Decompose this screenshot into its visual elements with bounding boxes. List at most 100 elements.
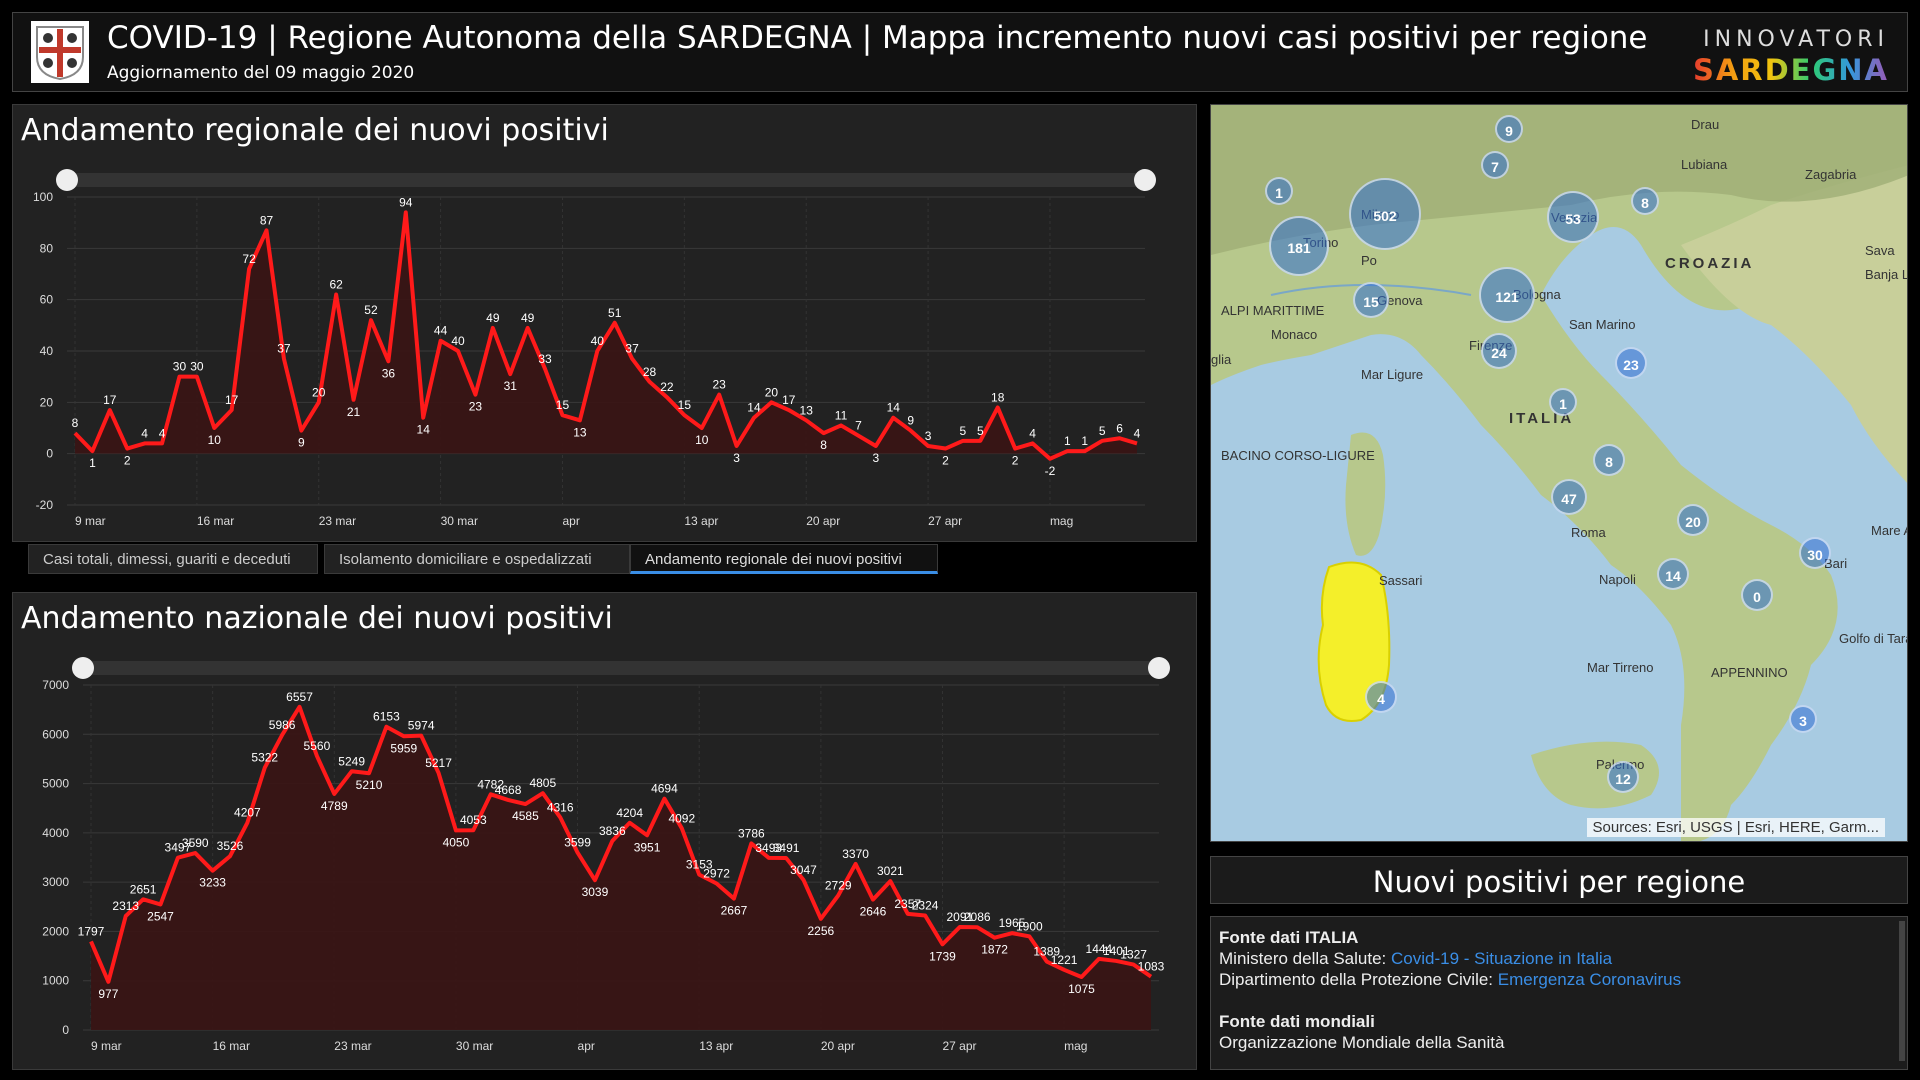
map-label: Mar Tirreno [1587,660,1654,675]
tab-andamento-regionale[interactable]: Andamento regionale dei nuovi positivi [630,544,938,574]
map-label: Drau [1691,117,1720,132]
map-label: Roma [1571,525,1606,540]
world-source-heading: Fonte dati mondiali [1219,1012,1375,1031]
national-x-tick-label: mag [1064,1039,1087,1053]
region-cluster-marker[interactable]: 15 [1353,282,1389,318]
national-data-label: 4789 [321,799,348,813]
region-cluster-marker[interactable]: 23 [1615,347,1647,379]
national-x-tick-label: 27 apr [942,1039,976,1053]
national-data-label: 2646 [860,905,887,919]
regional-data-label: 3 [873,451,880,465]
region-cluster-marker[interactable]: 7 [1481,151,1509,179]
civil-protection-label: Dipartimento della Protezione Civile: [1219,970,1494,989]
sardinia-coat-of-arms-logo [31,21,89,83]
region-cluster-marker[interactable]: 14 [1657,558,1689,590]
national-data-label: 3491 [773,841,800,855]
civil-protection-link[interactable]: Emergenza Coronavirus [1497,970,1682,989]
national-chart-title: Andamento nazionale dei nuovi positivi [21,601,613,636]
map-attribution[interactable]: Sources: Esri, USGS | Esri, HERE, Garm..… [1586,818,1885,837]
national-data-label: 4316 [547,800,574,814]
national-slider-handle-right[interactable] [1148,657,1170,679]
regional-data-label: 4 [141,426,148,440]
national-data-label: 3493 [755,841,782,855]
national-y-tick-label: 6000 [42,727,69,741]
regional-x-tick-label: 30 mar [441,514,478,528]
national-data-label: 1872 [981,943,1008,957]
regional-range-slider[interactable] [67,173,1145,187]
regional-data-label: -2 [1045,464,1056,478]
regional-data-label: 10 [208,433,222,447]
map-label: Po [1361,253,1377,268]
regional-x-tick-label: 9 mar [75,514,106,528]
regional-slider-handle-right[interactable] [1134,169,1156,191]
ministry-link[interactable]: Covid-19 - Situazione in Italia [1391,949,1613,968]
national-data-label: 3786 [738,826,765,840]
regional-x-tick-label: apr [562,514,579,528]
regional-data-label: 51 [608,306,622,320]
region-cluster-marker[interactable]: 47 [1551,479,1587,515]
regional-y-tick-label: 20 [40,395,54,409]
header-bar: COVID-19 | Regione Autonoma della SARDEG… [12,12,1908,92]
national-y-tick-label: 5000 [42,777,69,791]
regional-data-label: 28 [643,365,657,379]
national-data-label: 4782 [477,777,504,791]
italy-map[interactable]: DrauLubianaZagabriaMilanoTorinoPoVenezia… [1210,104,1908,842]
region-cluster-marker[interactable]: 0 [1741,579,1773,611]
national-data-label: 2091 [947,910,974,924]
corsica [1345,432,1386,556]
regional-data-label: 8 [72,416,79,430]
map-label: APPENNINO [1711,665,1788,680]
regional-data-label: 14 [747,401,761,415]
regional-data-label: 13 [573,425,587,439]
national-slider-handle-left[interactable] [72,657,94,679]
regional-data-label: 33 [538,352,552,366]
national-data-label: 1444 [1086,942,1113,956]
region-cluster-marker[interactable]: 502 [1349,178,1421,250]
region-cluster-marker[interactable]: 24 [1481,333,1517,369]
region-cluster-marker[interactable]: 4 [1365,681,1397,713]
national-data-label: 4050 [443,835,470,849]
regional-slider-handle-left[interactable] [56,169,78,191]
region-cluster-marker[interactable]: 12 [1607,761,1639,793]
national-data-label: 2086 [964,910,991,924]
national-data-label: 4805 [529,776,556,790]
map-label: CROAZIA [1665,255,1755,272]
region-cluster-marker[interactable]: 8 [1593,444,1625,476]
regional-data-label: 13 [800,403,814,417]
region-cluster-marker[interactable]: 1 [1265,177,1293,205]
national-data-label: 5986 [269,718,296,732]
region-cluster-marker[interactable]: 30 [1799,537,1831,569]
tab-casi-totali[interactable]: Casi totali, dimessi, guariti e deceduti [28,544,318,574]
region-cluster-marker[interactable]: 3 [1789,705,1817,733]
region-cluster-marker[interactable]: 181 [1269,216,1329,276]
national-range-slider[interactable] [83,661,1159,675]
national-y-tick-label: 0 [62,1023,69,1037]
region-cluster-marker[interactable]: 121 [1479,267,1535,323]
national-x-tick-label: 9 mar [91,1039,122,1053]
region-cluster-marker[interactable]: 20 [1677,504,1709,536]
regional-data-label: 4 [1029,426,1036,440]
page-title: COVID-19 | Regione Autonoma della SARDEG… [107,20,1648,56]
national-data-label: 5249 [338,754,365,768]
world-source-org: Organizzazione Mondiale della Sanità [1219,1033,1505,1052]
regional-x-tick-label: 20 apr [806,514,840,528]
national-data-label: 4053 [460,813,487,827]
national-data-label: 3497 [165,841,192,855]
region-cluster-marker[interactable]: 8 [1631,187,1659,215]
region-cluster-marker[interactable]: 9 [1495,115,1523,143]
national-data-label: 3370 [842,847,869,861]
national-area-chart: 0 1000 2000 3000 4000 5000 6000 7000 9 mar 16 mar… [42,657,1170,1053]
regional-area-fill [75,212,1137,459]
regional-data-label: 23 [712,378,726,392]
region-cluster-marker[interactable]: 53 [1547,191,1599,243]
italy-source-heading: Fonte dati ITALIA [1219,928,1359,947]
sources-scrollbar[interactable] [1899,921,1905,1061]
national-data-label: 3021 [877,864,904,878]
land-balkans [1681,165,1907,483]
national-data-label: 1401 [1103,944,1130,958]
map-label: Sava [1865,243,1895,258]
tab-isolamento[interactable]: Isolamento domiciliare e ospedalizzati [324,544,630,574]
national-data-label: 2313 [112,899,139,913]
region-cluster-marker[interactable]: 1 [1549,388,1577,416]
brand-logo-bottom: SARDEGNA [1692,53,1889,87]
